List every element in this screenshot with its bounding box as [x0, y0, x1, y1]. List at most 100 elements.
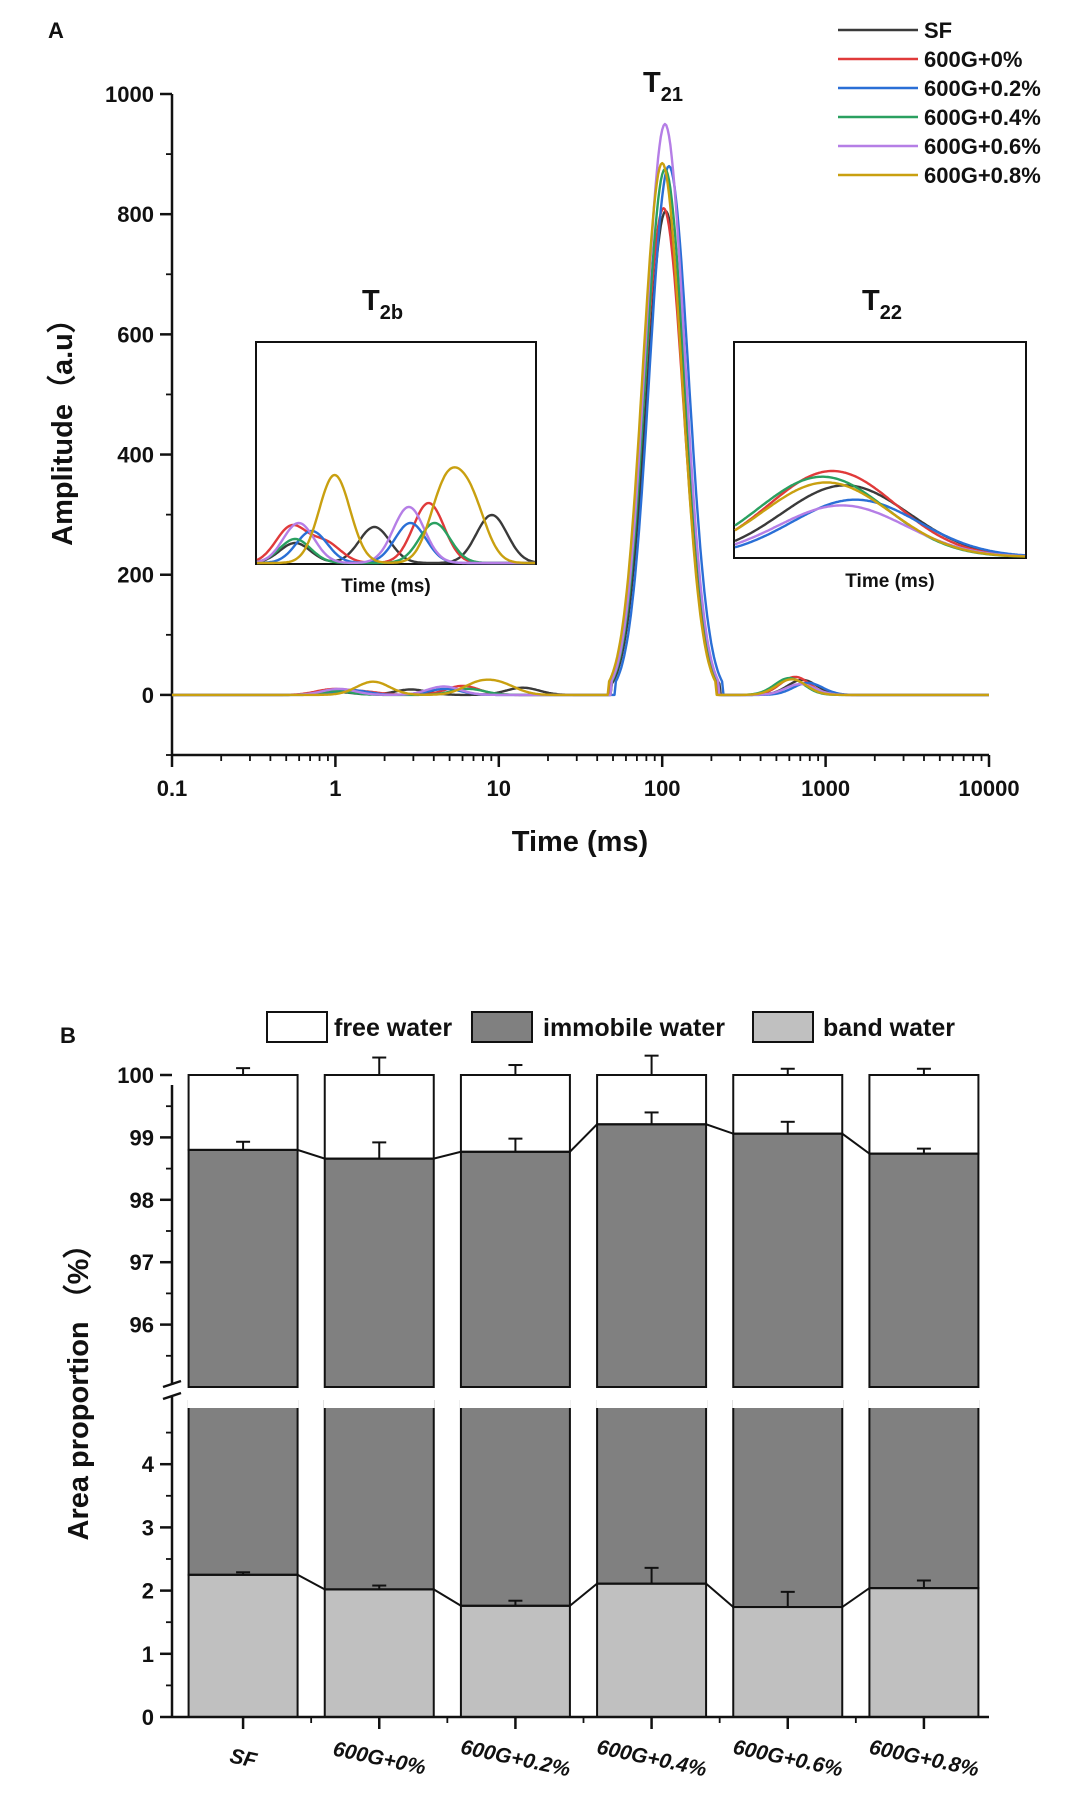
- bar-immobile-water-upper-3: [596, 1123, 708, 1389]
- t22-inset-xlabel: Time (ms): [845, 571, 934, 592]
- b-connector-lines: [188, 1123, 979, 1609]
- b-x-tick-label-0: SF: [228, 1744, 260, 1772]
- b-x-tick-label-1: 600G+0%: [331, 1737, 428, 1779]
- a-legend-label-3: 600G+0.4%: [924, 105, 1041, 130]
- bar-immobile-water-lower-2: [459, 1400, 571, 1607]
- b-y-tick-label: 2: [142, 1579, 154, 1604]
- connector-immobile-water: [188, 1123, 979, 1160]
- inset-t2b-line-4: [256, 505, 535, 565]
- bar-break-gap-3: [596, 1395, 708, 1408]
- b-y-tick-label: 98: [130, 1188, 154, 1213]
- svg-text:T21: T21: [643, 67, 683, 106]
- peak-label-t2b-base: T: [362, 285, 380, 317]
- b-y-tick-label: 3: [142, 1515, 154, 1540]
- b-legend: free water immobile water band water: [266, 1011, 955, 1043]
- a-x-tick-label: 10: [487, 776, 511, 801]
- peak-label-t21-base: T: [643, 67, 661, 99]
- peak-label-t22: T22: [862, 285, 902, 324]
- peak-label-t22-sub: 22: [880, 302, 902, 324]
- bar-immobile-water-upper-0: [187, 1148, 299, 1388]
- b-legend-swatch-0: [266, 1011, 328, 1043]
- a-legend-label-2: 600G+0.2%: [924, 76, 1041, 101]
- a-y-tick-label: 200: [117, 563, 154, 588]
- bar-band-water-5: [868, 1587, 980, 1719]
- a-y-tick-label: 0: [142, 683, 154, 708]
- b-y-tick-label: 4: [142, 1452, 155, 1477]
- bar-break-gap-4: [732, 1395, 844, 1408]
- a-series-curves: [172, 122, 989, 697]
- a-x-tick-label: 1000: [801, 776, 850, 801]
- panel-a-axes: [170, 94, 989, 757]
- b-error-bars: [236, 1054, 931, 1608]
- panel-b-stacked-bar-chart: B free water immobile water band water 0 1 2…: [60, 1011, 989, 1782]
- bar-immobile-water-upper-5: [868, 1152, 980, 1389]
- bar-band-water-4: [732, 1606, 844, 1718]
- a-x-tick-label: 1: [329, 776, 341, 801]
- bar-immobile-water-lower-5: [868, 1400, 980, 1590]
- b-legend-label-2: band water: [823, 1014, 955, 1042]
- bar-band-water-0: [187, 1573, 299, 1719]
- b-y-ticks: 0 1 2 3 4 96 97 98 99 100: [117, 1063, 172, 1730]
- a-y-tick-label: 1000: [105, 82, 154, 107]
- b-legend-label-1: immobile water: [543, 1014, 725, 1042]
- b-x-ticks: SF 600G+0% 600G+0.2% 600G+0.4% 600G+0.6% 600G…: [228, 1717, 981, 1782]
- svg-text:T22: T22: [862, 285, 902, 324]
- peak-label-t21-sub: 21: [661, 84, 683, 106]
- b-x-tick-label-3: 600G+0.4%: [595, 1736, 709, 1782]
- a-x-ticks: 0.1 1 10 100 1000 10000: [157, 755, 1020, 801]
- panel-b-label: B: [60, 1023, 76, 1048]
- b-y-tick-label: 99: [130, 1125, 154, 1150]
- panel-a-label: A: [48, 18, 64, 43]
- b-y-axis-title: Area proportion （%）: [62, 1230, 95, 1541]
- bar-immobile-water-lower-1: [323, 1400, 435, 1591]
- bar-immobile-water-lower-0: [187, 1400, 299, 1576]
- inset-t2b-line-0: [256, 513, 536, 565]
- bar-band-water-3: [596, 1582, 708, 1718]
- a-x-tick-label: 0.1: [157, 776, 188, 801]
- bar-free-water-5: [868, 1074, 980, 1155]
- bar-immobile-water-upper-2: [459, 1150, 571, 1388]
- a-y-tick-label: 600: [117, 322, 154, 347]
- svg-text:T2b: T2b: [362, 285, 403, 324]
- t22-inset-frame: [733, 341, 1027, 559]
- a-y-axis-title: Amplitude（a.u）: [46, 304, 79, 546]
- bar-free-water-0: [187, 1074, 299, 1151]
- t2b-inset-frame: [255, 341, 537, 565]
- panel-a-insets: Time (ms) Time (ms): [255, 341, 1027, 597]
- a-legend-label-4: 600G+0.6%: [924, 134, 1041, 159]
- peak-label-t22-base: T: [862, 285, 880, 317]
- inset-t2b-line-5: [257, 466, 535, 565]
- bar-immobile-water-upper-1: [323, 1157, 435, 1388]
- connector-band-water: [188, 1573, 979, 1609]
- inset-t22-line-5: [734, 481, 1025, 558]
- panel-a-line-chart: A Time (ms) Time (ms) 0.1 1 10 100 1000 10000…: [46, 18, 1041, 858]
- b-legend-label-0: free water: [334, 1014, 452, 1042]
- b-x-tick-label-5: 600G+0.8%: [867, 1736, 981, 1782]
- a-inset-curves: [256, 466, 1026, 565]
- peak-label-t2b-sub: 2b: [380, 302, 403, 324]
- b-y-tick-label: 96: [130, 1313, 154, 1338]
- a-x-tick-label: 100: [644, 776, 681, 801]
- b-legend-swatch-2: [752, 1011, 814, 1043]
- a-legend: SF 600G+0% 600G+0.2% 600G+0.4% 600G+0.6% 600G…: [838, 18, 1041, 188]
- peak-label-t21: T21: [643, 67, 683, 106]
- bar-break-gap-5: [868, 1395, 980, 1408]
- a-y-tick-label: 400: [117, 443, 154, 468]
- b-axis-break-mark-bottom: [162, 1391, 182, 1401]
- a-y-ticks: 0 200 400 600 800 1000: [105, 82, 172, 756]
- bar-band-water-2: [459, 1604, 571, 1718]
- a-x-tick-label: 10000: [958, 776, 1019, 801]
- bar-immobile-water-lower-4: [732, 1400, 844, 1609]
- bar-immobile-water-lower-3: [596, 1400, 708, 1585]
- b-y-tick-label: 1: [142, 1642, 154, 1667]
- peak-label-t2b: T2b: [362, 285, 403, 324]
- a-y-tick-label: 800: [117, 202, 154, 227]
- b-y-tick-label: 97: [130, 1250, 154, 1275]
- a-legend-label-5: 600G+0.8%: [924, 163, 1041, 188]
- b-y-tick-label: 100: [117, 1063, 154, 1088]
- b-legend-swatch-1: [471, 1011, 533, 1043]
- bar-break-gap-1: [323, 1395, 435, 1408]
- bar-break-gap-2: [459, 1395, 571, 1408]
- bar-immobile-water-upper-4: [732, 1132, 844, 1388]
- b-bars: [187, 1074, 980, 1719]
